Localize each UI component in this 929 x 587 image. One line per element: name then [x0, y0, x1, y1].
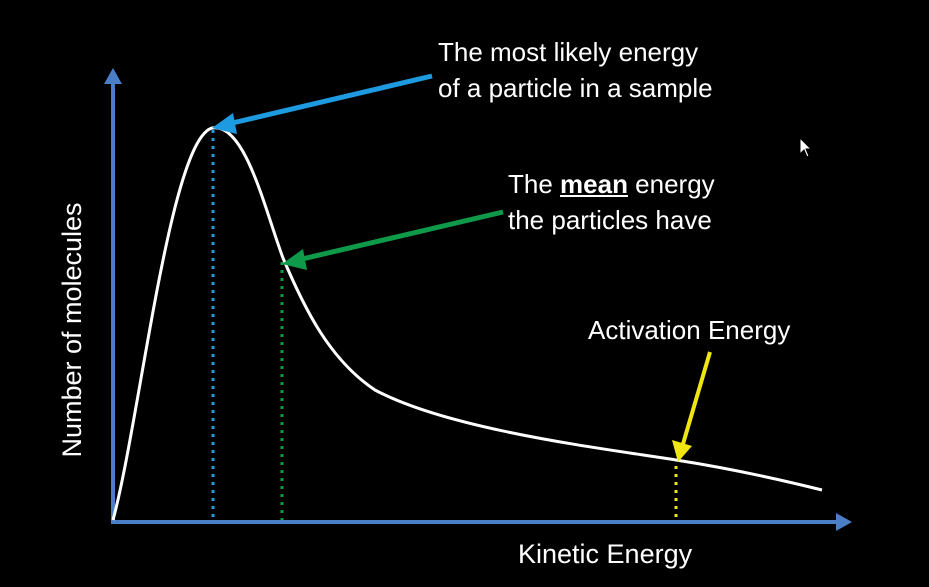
mean-arrowhead — [282, 249, 307, 270]
mean-label-pre: The — [508, 169, 561, 199]
mean-label: The mean energy the particles have — [508, 166, 715, 238]
activation-arrow-shaft — [681, 351, 712, 445]
x-axis-title: Kinetic Energy — [518, 539, 693, 569]
distribution-curve — [111, 126, 823, 521]
most-likely-label-line-2: of a particle in a sample — [438, 73, 713, 103]
activation-arrowhead — [672, 440, 692, 462]
mean-label-post: energy — [627, 169, 715, 199]
activation-energy-label: Activation Energy — [588, 315, 791, 345]
most-likely-label: The most likely energy of a particle in … — [438, 34, 713, 106]
mouse-cursor-icon — [799, 137, 813, 158]
mean-label-line-2: the particles have — [508, 205, 712, 235]
y-axis-arrowhead — [104, 68, 122, 84]
y-axis-title: Number of molecules — [57, 202, 87, 458]
most-likely-arrowhead — [212, 113, 237, 134]
x-axis-arrowhead — [836, 513, 852, 531]
most-likely-label-line-1: The most likely energy — [438, 37, 699, 67]
most-likely-arrow-shaft — [227, 73, 433, 127]
mean-emphasis: mean — [560, 169, 628, 199]
mean-label-line-1: The mean energy — [508, 166, 715, 202]
mean-arrow-shaft — [297, 209, 504, 263]
